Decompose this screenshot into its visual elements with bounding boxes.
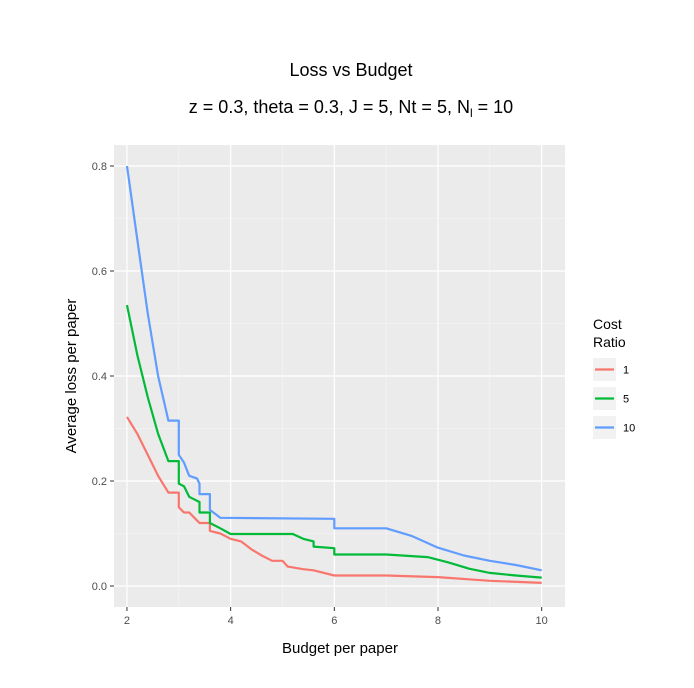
y-axis-title: Average loss per paper xyxy=(63,299,80,454)
y-tick-label: 0.6 xyxy=(92,266,107,278)
y-tick-label: 0.0 xyxy=(92,581,107,593)
chart-title: Loss vs Budget xyxy=(289,60,412,80)
legend-label-1: 1 xyxy=(623,365,629,377)
legend-title-line-1: Cost xyxy=(593,316,622,332)
x-axis: 2 4 6 8 10 xyxy=(124,607,548,627)
y-tick-label: 0.2 xyxy=(92,476,107,488)
legend-label-10: 10 xyxy=(623,423,635,435)
series-line-10 xyxy=(125,165,542,572)
x-tick-label: 4 xyxy=(228,615,234,627)
x-tick-label: 10 xyxy=(536,615,548,627)
x-tick-label: 6 xyxy=(331,615,337,627)
x-tick-label: 8 xyxy=(435,615,441,627)
legend-label-5: 5 xyxy=(623,394,629,406)
grid-major xyxy=(114,145,565,607)
series-line-5 xyxy=(125,304,542,579)
series-group xyxy=(125,165,542,584)
series-line-1 xyxy=(126,416,542,584)
y-tick-label: 0.4 xyxy=(92,371,107,383)
legend-title-line-2: Ratio xyxy=(593,334,626,350)
x-tick-label: 2 xyxy=(124,615,130,627)
x-axis-title: Budget per paper xyxy=(282,640,398,657)
y-tick-label: 0.8 xyxy=(92,161,107,173)
chart-subtitle: z = 0.3, theta = 0.3, J = 5, Nt = 5, Nl … xyxy=(189,97,513,120)
y-axis: 0.0 0.2 0.4 0.6 0.8 xyxy=(92,161,114,593)
